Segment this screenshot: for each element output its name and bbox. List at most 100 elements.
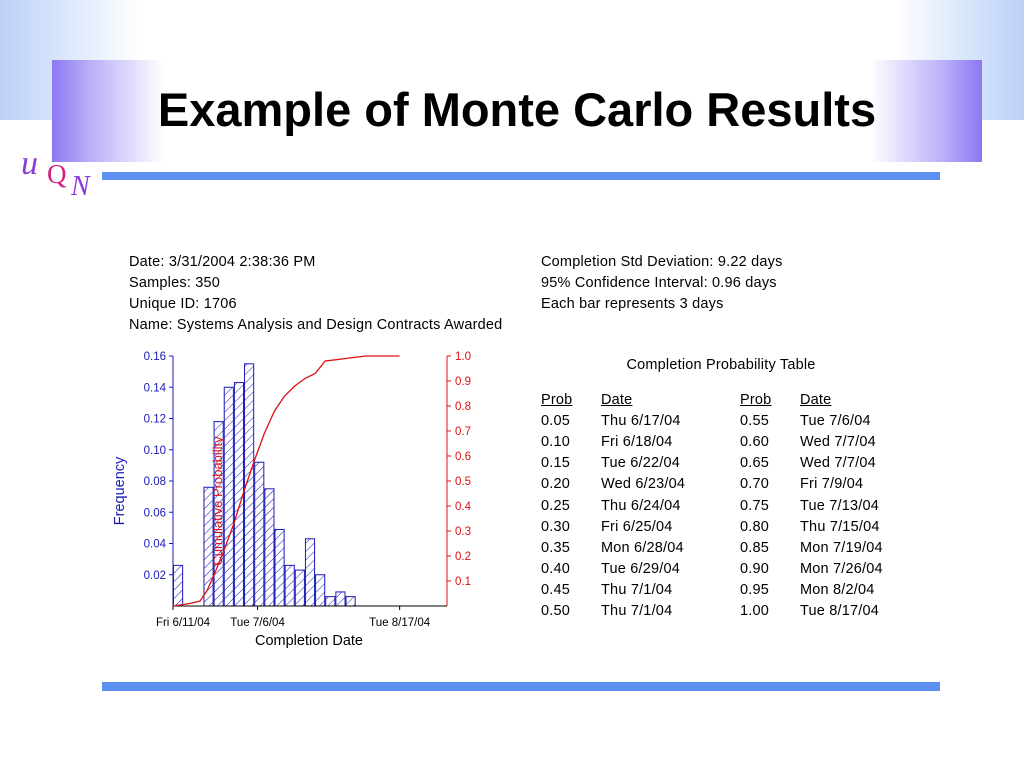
y2-tick-label: 0.7	[455, 426, 471, 438]
y2-axis-title: Cumulative Probability	[210, 436, 225, 566]
y2-tick-label: 0.6	[455, 451, 471, 463]
prob-cell: 0.30	[541, 518, 571, 535]
table-row: 0.45 Thu 7/1/04 0.95 Mon 8/2/04	[541, 580, 910, 601]
prob-cell: 0.40	[541, 561, 571, 578]
date-cell: Wed 6/23/04	[601, 476, 686, 493]
table-row: 0.10 Fri 6/18/04 0.60 Wed 7/7/04	[541, 431, 910, 452]
date-cell: Mon 6/28/04	[601, 539, 684, 556]
y2-tick-label: 0.3	[455, 526, 471, 538]
histogram-bar	[304, 538, 316, 607]
run-info-right: Completion Std Deviation: 9.22 days 95% …	[541, 252, 783, 315]
header-prob: Prob	[541, 391, 573, 408]
x-axis-title: Completion Date	[255, 633, 363, 649]
y-tick-label: 0.16	[144, 351, 166, 363]
cumulative-probability-line	[172, 355, 400, 607]
histogram-bar	[254, 461, 265, 607]
top-rule	[102, 172, 940, 180]
uqn-logo: u Q N	[15, 145, 95, 205]
date-cell: Tue 8/17/04	[800, 603, 880, 620]
histogram-bar	[315, 574, 326, 607]
date-cell: Thu 7/1/04	[601, 603, 673, 620]
prob-cell: 1.00	[740, 603, 770, 620]
logo-letter-n: N	[71, 171, 90, 202]
date-cell: Tue 7/6/04	[800, 412, 871, 429]
header-prob: Prob	[740, 391, 772, 408]
prob-cell: 0.60	[740, 433, 770, 450]
y-tick-label: 0.06	[144, 507, 166, 519]
prob-cell: 0.05	[541, 412, 571, 429]
table-row: 0.15 Tue 6/22/04 0.65 Wed 7/7/04	[541, 453, 910, 474]
date-cell: Thu 7/15/04	[800, 518, 880, 535]
histogram-bar	[325, 596, 336, 607]
histogram-bar	[284, 564, 295, 607]
histogram-bar	[223, 386, 234, 607]
date-cell: Wed 7/7/04	[800, 433, 876, 450]
prob-cell: 0.75	[740, 497, 770, 514]
table-row: 0.05 Thu 6/17/04 0.55 Tue 7/6/04	[541, 410, 910, 431]
date-cell: Fri 6/18/04	[601, 433, 673, 450]
y-tick-label: 0.12	[144, 414, 166, 426]
histogram-bar	[233, 382, 245, 607]
table-body: 0.05 Thu 6/17/04 0.55 Tue 7/6/04 0.10 Fri 6/1…	[541, 410, 910, 622]
confidence-interval: 95% Confidence Interval: 0.96 days	[541, 275, 777, 291]
y-tick-label: 0.02	[144, 570, 166, 582]
sample-count: Samples: 350	[129, 275, 221, 291]
y2-tick-label: 1.0	[455, 351, 471, 363]
y-tick-label: 0.10	[144, 445, 166, 457]
table-row: 0.40 Tue 6/29/04 0.90 Mon 7/26/04	[541, 559, 910, 580]
header-date: Date	[601, 391, 633, 408]
histogram-bar	[294, 569, 305, 607]
prob-cell: 0.20	[541, 476, 571, 493]
title-band	[52, 60, 982, 162]
y2-tick-label: 0.4	[455, 501, 472, 513]
table-row: 0.35 Mon 6/28/04 0.85 Mon 7/19/04	[541, 537, 910, 558]
table-row: 0.20 Wed 6/23/04 0.70 Fri 7/9/04	[541, 474, 910, 495]
histogram-bar	[345, 596, 356, 607]
prob-cell: 0.65	[740, 455, 770, 472]
date-cell: Tue 7/13/04	[800, 497, 880, 514]
prob-cell: 0.85	[740, 539, 770, 556]
bottom-rule	[102, 682, 940, 691]
completion-probability-table: Prob Date Prob Date 0.05 Thu 6/17/04 0.55 T…	[541, 389, 910, 622]
y2-tick-label: 0.2	[455, 551, 471, 563]
task-name: Name: Systems Analysis and Design Contra…	[129, 317, 503, 333]
table-row: 0.50 Thu 7/1/04 1.00 Tue 8/17/04	[541, 601, 910, 622]
y2-tick-label: 0.5	[455, 476, 471, 488]
histogram-bar	[264, 488, 275, 607]
prob-cell: 0.90	[740, 561, 770, 578]
y-tick-label: 0.14	[144, 382, 167, 394]
prob-cell: 0.25	[541, 497, 571, 514]
prob-cell: 0.15	[541, 455, 571, 472]
date-cell: Fri 7/9/04	[800, 476, 864, 493]
prob-cell: 0.35	[541, 539, 571, 556]
slide-title: Example of Monte Carlo Results	[157, 83, 877, 136]
logo-letter-q: Q	[47, 159, 67, 189]
bar-width-note: Each bar represents 3 days	[541, 296, 724, 312]
table-header-row: Prob Date Prob Date	[541, 389, 910, 410]
table-row: 0.30 Fri 6/25/04 0.80 Thu 7/15/04	[541, 516, 910, 537]
x-tick-label: Fri 6/11/04	[156, 617, 211, 629]
histogram-bar	[274, 528, 285, 607]
table-caption: Completion Probability Table	[626, 357, 816, 373]
run-date: Date: 3/31/2004 2:38:36 PM	[129, 254, 316, 270]
prob-cell: 0.95	[740, 582, 770, 599]
unique-id: Unique ID: 1706	[129, 296, 237, 312]
x-tick-label: Tue 8/17/04	[369, 617, 431, 629]
date-cell: Tue 6/22/04	[601, 455, 681, 472]
date-cell: Wed 7/7/04	[800, 455, 876, 472]
prob-cell: 0.80	[740, 518, 770, 535]
histogram-bar	[335, 591, 346, 607]
prob-cell: 0.50	[541, 603, 571, 620]
date-cell: Thu 6/24/04	[601, 497, 681, 514]
logo-letter-u: u	[21, 145, 38, 182]
prob-cell: 0.55	[740, 412, 770, 429]
date-cell: Thu 6/17/04	[601, 412, 681, 429]
y-tick-label: 0.04	[144, 539, 167, 551]
date-cell: Thu 7/1/04	[601, 582, 673, 599]
y2-tick-label: 0.8	[455, 401, 471, 413]
date-cell: Fri 6/25/04	[601, 518, 673, 535]
date-cell: Mon 8/2/04	[800, 582, 875, 599]
y-axis-title: Frequency	[112, 456, 128, 525]
table-row: 0.25 Thu 6/24/04 0.75 Tue 7/13/04	[541, 495, 910, 516]
